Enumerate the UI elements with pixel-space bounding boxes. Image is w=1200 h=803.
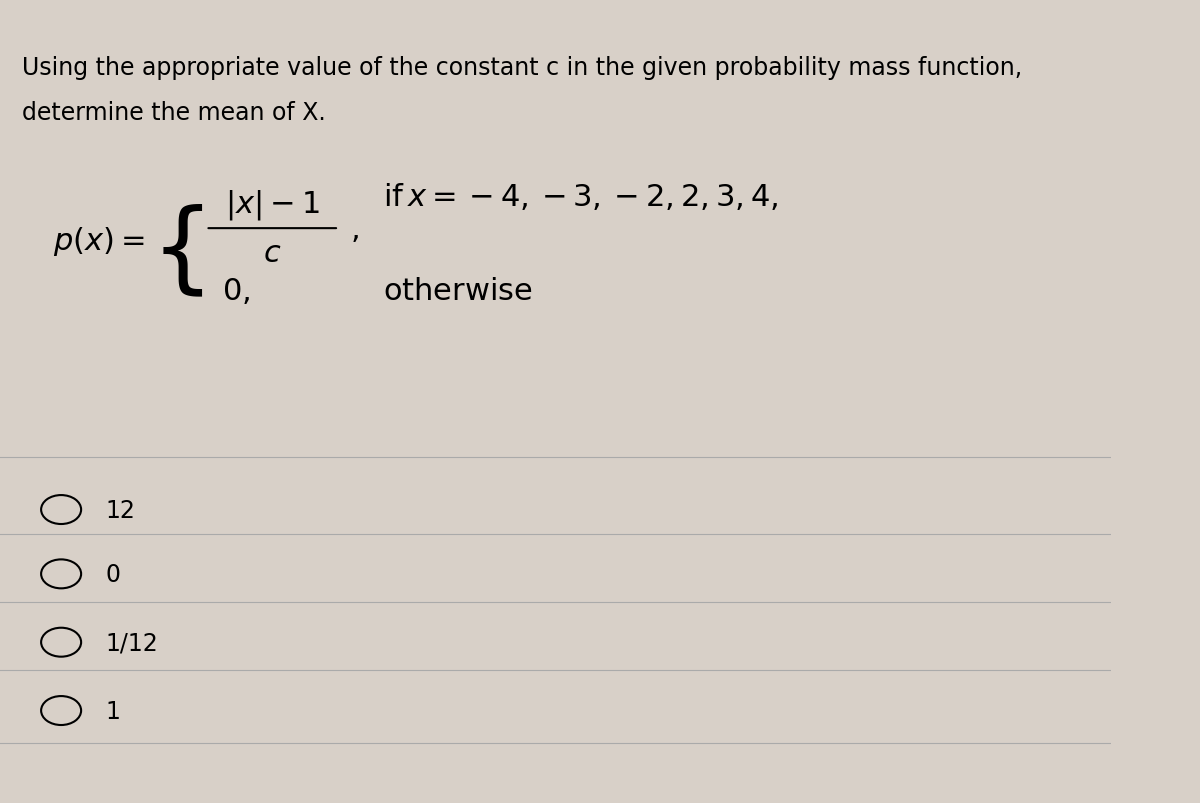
Text: $0,$: $0,$: [222, 275, 251, 306]
Text: $\mathrm{otherwise}$: $\mathrm{otherwise}$: [383, 276, 533, 305]
Text: $c$: $c$: [263, 238, 282, 267]
Text: $\mathrm{if}\, x = -4, -3, -2, 2, 3, 4,$: $\mathrm{if}\, x = -4, -3, -2, 2, 3, 4,$: [383, 181, 779, 212]
Text: 12: 12: [106, 498, 136, 522]
Text: 0: 0: [106, 562, 120, 586]
Text: $|x| - 1$: $|x| - 1$: [224, 188, 319, 222]
Text: $\{$: $\{$: [150, 205, 203, 301]
Text: 1: 1: [106, 699, 120, 723]
Text: $p(x) =$: $p(x) =$: [53, 224, 144, 258]
Text: determine the mean of X.: determine the mean of X.: [23, 100, 326, 124]
Text: $,$: $,$: [350, 214, 359, 243]
Text: 1/12: 1/12: [106, 630, 158, 654]
Text: Using the appropriate value of the constant c in the given probability mass func: Using the appropriate value of the const…: [23, 56, 1022, 80]
